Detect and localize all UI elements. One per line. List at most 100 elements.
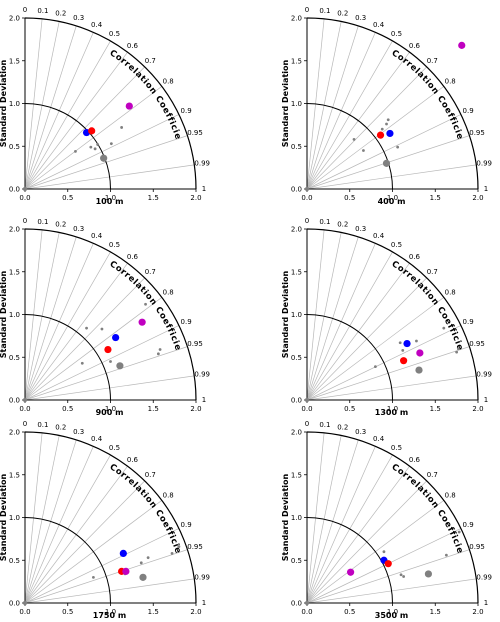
model-point bbox=[376, 131, 385, 139]
corr-tick-label: 0.8 bbox=[445, 492, 456, 500]
corr-tick-label: 0.1 bbox=[319, 421, 330, 429]
ensemble-point bbox=[456, 347, 460, 351]
corr-tick-label: 0.99 bbox=[194, 371, 210, 379]
corr-tick-label: 0.1 bbox=[37, 7, 48, 15]
ensemble-point bbox=[442, 326, 446, 330]
corr-tick-label: 0.5 bbox=[109, 241, 120, 249]
x-tick-label: 0.0 bbox=[19, 405, 30, 413]
corr-tick-label: 0.6 bbox=[409, 253, 421, 261]
corr-tick-label: 0.1 bbox=[37, 421, 48, 429]
y-axis-title: Standard Deviation bbox=[281, 473, 290, 561]
corr-tick-label: 0.5 bbox=[391, 30, 402, 38]
ensemble-point bbox=[93, 147, 97, 151]
panel-label: 3500 m bbox=[375, 611, 408, 620]
x-tick-label: 2.0 bbox=[190, 608, 201, 616]
ensemble-point bbox=[362, 149, 365, 152]
model-point bbox=[138, 318, 146, 326]
model-point bbox=[125, 102, 133, 110]
corr-tick-label: 1 bbox=[484, 599, 488, 607]
corr-tick-label: 1 bbox=[484, 396, 488, 404]
y-tick-label: 0.0 bbox=[9, 600, 20, 608]
arc-title-path bbox=[391, 265, 458, 351]
corr-tick-label: 0.95 bbox=[187, 340, 203, 348]
y-tick-label: 2.0 bbox=[291, 429, 302, 437]
corr-tick-label: 0.9 bbox=[181, 318, 192, 326]
x-tick-label: 1.0 bbox=[387, 608, 398, 616]
panel-label: 900 m bbox=[96, 408, 124, 417]
corr-tick-label: 0.9 bbox=[181, 521, 192, 529]
y-tick-label: 1.5 bbox=[291, 471, 302, 479]
y-axis-title: Standard Deviation bbox=[0, 270, 8, 358]
x-tick-label: 0.5 bbox=[62, 608, 73, 616]
outer-arc bbox=[306, 17, 479, 190]
ensemble-point bbox=[96, 143, 100, 146]
ensemble-point bbox=[401, 349, 405, 352]
corr-tick-label: 0.5 bbox=[109, 444, 120, 452]
ensemble-point bbox=[109, 142, 113, 146]
panel-label: 1750 m bbox=[93, 611, 126, 620]
corr-tick-label: 1 bbox=[202, 599, 206, 607]
model-point bbox=[403, 339, 411, 348]
y-tick-label: 1.5 bbox=[9, 57, 20, 65]
arc-title-path bbox=[109, 54, 176, 140]
corr-tick-label: 0.5 bbox=[391, 241, 402, 249]
x-tick-label: 2.0 bbox=[472, 194, 483, 202]
reference-std-arc bbox=[24, 103, 111, 190]
taylor-panel-1: 0 0.1 0.2 0.3 0.4 0.5 0.6 0.7 0.8 0.9 0.95 0.99 1 0.0… bbox=[0, 0, 492, 206]
corr-tick-label: 0.6 bbox=[127, 42, 139, 50]
model-point bbox=[88, 127, 96, 135]
y-tick-label: 0.0 bbox=[9, 186, 20, 194]
corr-tick-label: 0.99 bbox=[476, 574, 492, 582]
reference-std-arc bbox=[24, 517, 111, 604]
model-point bbox=[347, 568, 355, 576]
corr-tick-label: 0.4 bbox=[373, 232, 385, 240]
x-tick-label: 0.0 bbox=[301, 405, 312, 413]
x-tick-label: 1.0 bbox=[105, 608, 116, 616]
origin-marker bbox=[304, 397, 310, 403]
y-tick-label: 2.0 bbox=[9, 226, 20, 234]
origin-marker bbox=[304, 600, 310, 606]
corr-tick-label: 0.8 bbox=[163, 78, 174, 86]
y-tick-label: 1.0 bbox=[9, 100, 20, 108]
corr-tick-label: 0.7 bbox=[145, 57, 156, 65]
outer-arc bbox=[306, 431, 479, 604]
model-point bbox=[139, 573, 147, 581]
y-axis-title: Standard Deviation bbox=[0, 59, 8, 147]
x-tick-label: 1.5 bbox=[430, 608, 441, 616]
model-point bbox=[458, 41, 466, 49]
model-point bbox=[424, 570, 433, 578]
taylor-panel-3: 0 0.1 0.2 0.3 0.4 0.5 0.6 0.7 0.8 0.9 0.95 0.99 1 0.0… bbox=[0, 0, 492, 417]
ensemble-point bbox=[385, 122, 388, 126]
y-tick-label: 1.0 bbox=[291, 311, 302, 319]
corr-tick-label: 0.95 bbox=[187, 543, 203, 551]
ensemble-point bbox=[399, 573, 403, 577]
x-tick-label: 1.0 bbox=[105, 405, 116, 413]
ensemble-point bbox=[92, 575, 95, 579]
ensemble-point bbox=[100, 327, 104, 331]
y-tick-label: 0.0 bbox=[9, 397, 20, 405]
arc-title-text: Correlation Coefficient bbox=[0, 0, 464, 141]
corr-tick-label: 0.3 bbox=[73, 428, 84, 436]
x-tick-label: 2.0 bbox=[472, 608, 483, 616]
corr-tick-label: 0.5 bbox=[109, 30, 120, 38]
x-tick-label: 1.5 bbox=[148, 608, 159, 616]
corr-tick-label: 0.8 bbox=[445, 289, 456, 297]
corr-tick-label: 1 bbox=[202, 396, 206, 404]
ensemble-point bbox=[457, 530, 461, 534]
outer-arc bbox=[24, 431, 197, 604]
corr-tick-label: 0.99 bbox=[476, 160, 492, 168]
y-tick-label: 0.0 bbox=[291, 600, 302, 608]
taylor-panel-4: 0 0.1 0.2 0.3 0.4 0.5 0.6 0.7 0.8 0.9 0.95 0.99 1 0.0… bbox=[0, 0, 210, 620]
y-tick-label: 1.5 bbox=[291, 57, 302, 65]
corr-tick-label: 0.7 bbox=[145, 471, 156, 479]
ensemble-point bbox=[374, 365, 377, 369]
corr-tick-label: 0 bbox=[23, 217, 27, 225]
x-tick-label: 0.0 bbox=[301, 194, 312, 202]
corr-tick-label: 1 bbox=[484, 185, 488, 193]
corr-tick-label: 0.4 bbox=[373, 435, 385, 443]
corr-tick-label: 0.3 bbox=[73, 225, 84, 233]
x-tick-label: 0.0 bbox=[301, 608, 312, 616]
corr-tick-label: 0.95 bbox=[187, 129, 203, 137]
y-tick-label: 0.5 bbox=[9, 557, 20, 565]
